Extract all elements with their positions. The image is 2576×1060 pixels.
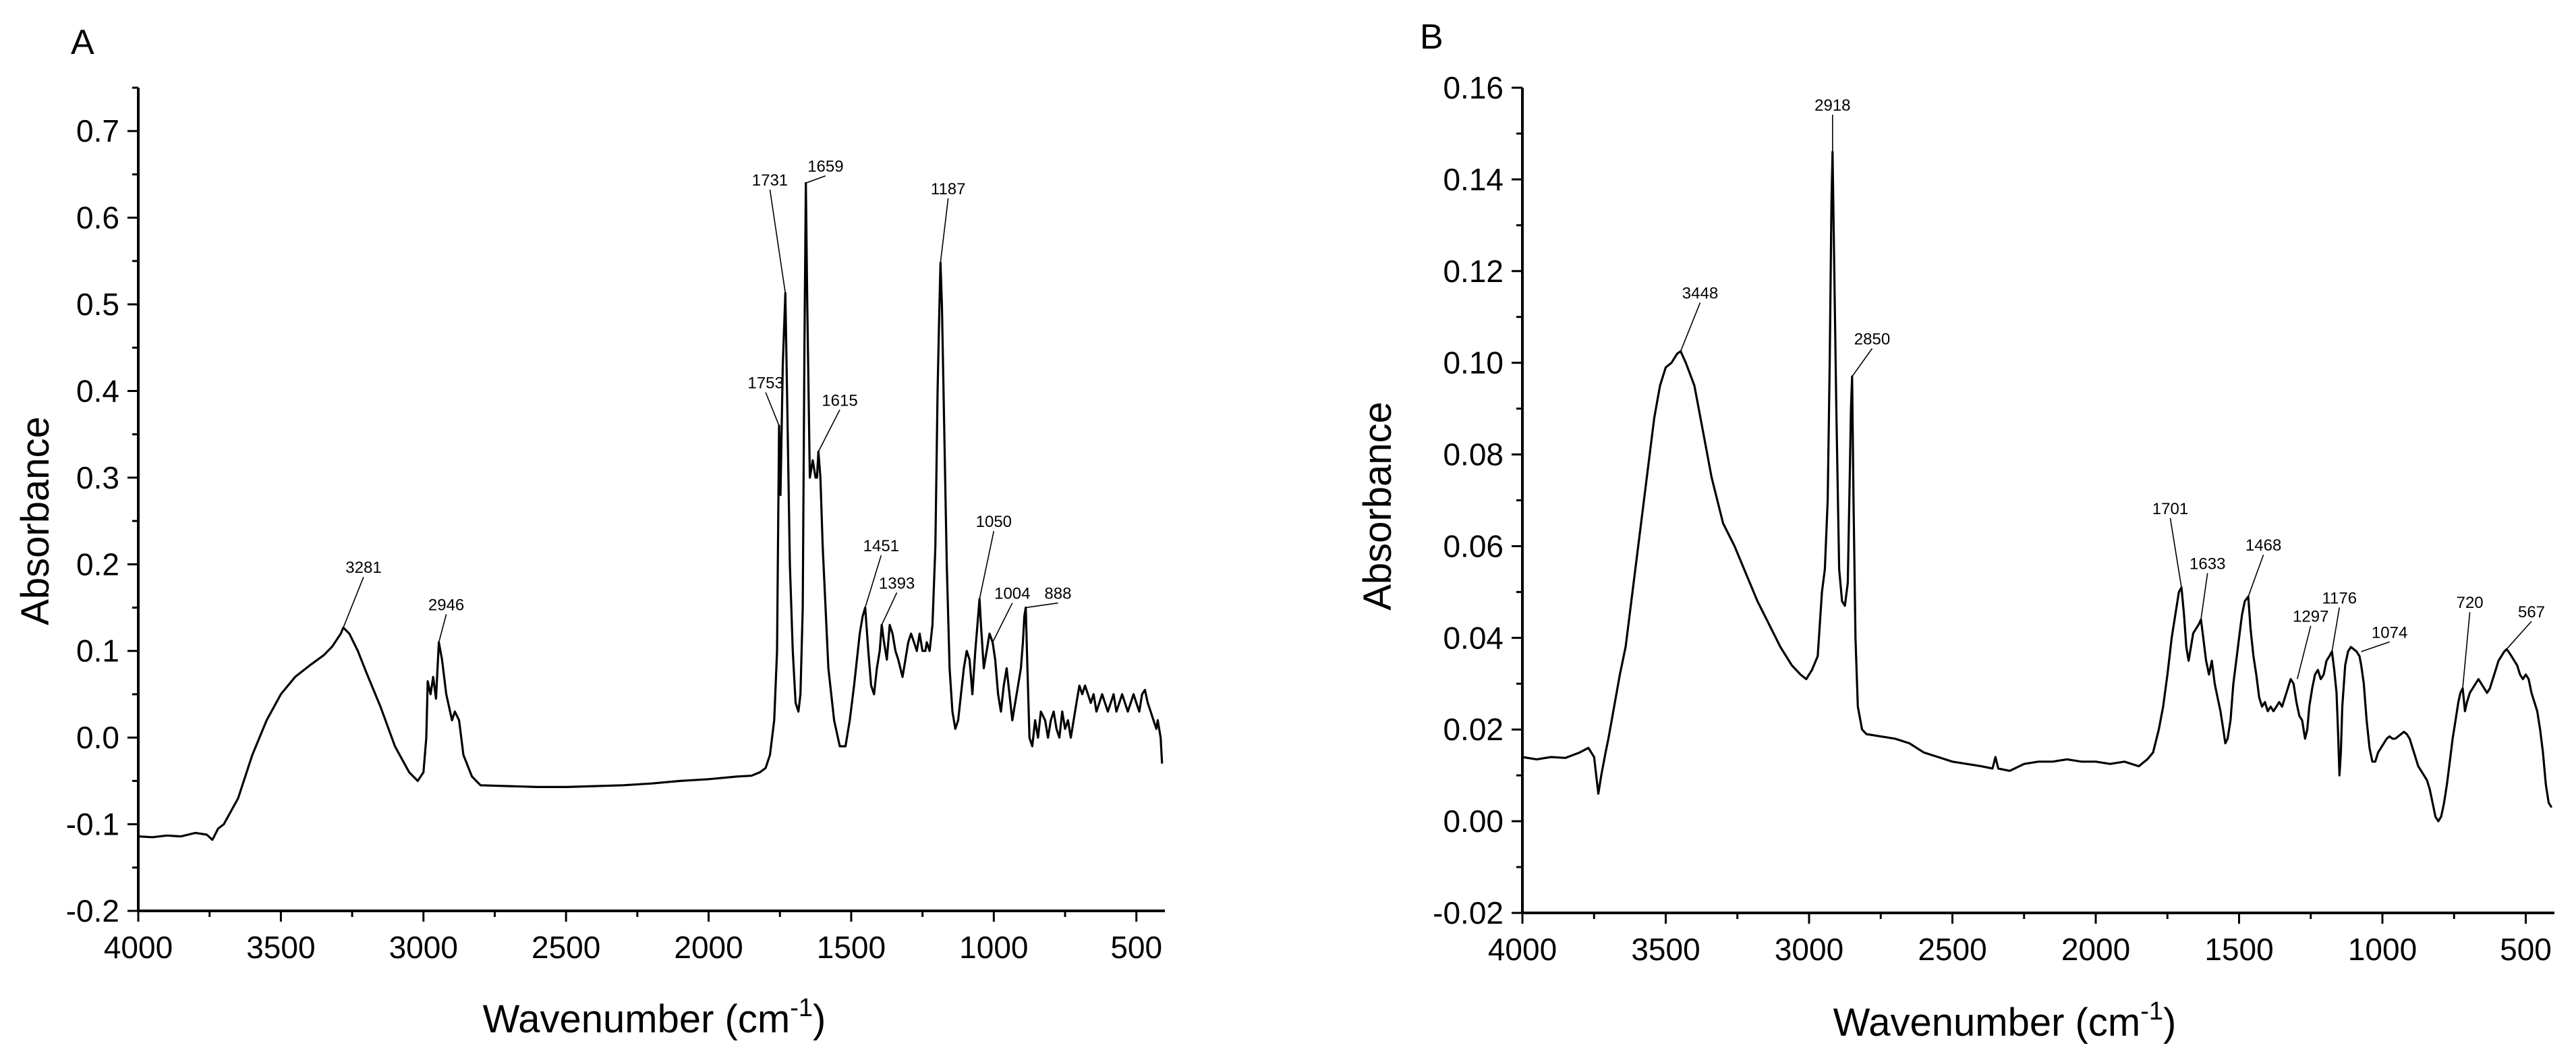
x-tick-label: 3000 bbox=[389, 930, 458, 965]
x-axis-title-main: Wavenumber (cm bbox=[1833, 1001, 2141, 1044]
peak-label: 2946 bbox=[428, 596, 464, 614]
peak-leader-line bbox=[992, 603, 1013, 643]
peak-label: 1176 bbox=[2322, 589, 2357, 607]
y-tick-label: 0.10 bbox=[1443, 345, 1504, 381]
peak-label: 1393 bbox=[879, 574, 915, 592]
peak-leader-line bbox=[2248, 554, 2264, 597]
peak-label: 1701 bbox=[2152, 500, 2188, 518]
y-tick-label: 0.0 bbox=[76, 720, 119, 755]
y-tick-label: 0.14 bbox=[1443, 162, 1504, 197]
y-tick-label: 0.16 bbox=[1443, 70, 1504, 105]
peak-leader-line bbox=[2506, 621, 2532, 650]
x-axis-title-close: ) bbox=[813, 997, 826, 1041]
spectrum-line bbox=[1522, 150, 2553, 822]
y-tick-label: 0.06 bbox=[1443, 528, 1504, 563]
x-tick-label: 1500 bbox=[2204, 932, 2273, 967]
x-axis-title-main: Wavenumber (cm bbox=[483, 997, 791, 1041]
x-tick-label: 1000 bbox=[959, 930, 1028, 965]
y-tick-label: -0.02 bbox=[1433, 895, 1504, 930]
peak-leader-line bbox=[1852, 348, 1873, 377]
panel-label: A bbox=[71, 23, 94, 62]
peak-label: 3281 bbox=[345, 559, 381, 577]
peak-leader-line bbox=[765, 392, 780, 426]
peak-leader-line bbox=[769, 189, 786, 294]
y-axis-title: Absorbance bbox=[13, 416, 57, 625]
peak-label: 1731 bbox=[752, 171, 788, 190]
x-axis-title-sup: -1 bbox=[2140, 997, 2163, 1026]
peak-label: 1753 bbox=[747, 374, 783, 393]
peak-leader-line bbox=[343, 576, 364, 628]
spectrum-line bbox=[138, 182, 1164, 841]
y-tick-label: 0.1 bbox=[76, 634, 119, 669]
peak-label: 1187 bbox=[931, 180, 966, 198]
y-tick-label: 0.4 bbox=[76, 373, 119, 408]
y-tick-label: 0.12 bbox=[1443, 254, 1504, 289]
peak-leader-line bbox=[1680, 302, 1701, 352]
y-tick-label: -0.2 bbox=[66, 893, 119, 928]
x-tick-label: 2000 bbox=[2061, 932, 2130, 967]
x-axis-title: Wavenumber (cm-1) bbox=[1833, 997, 2177, 1044]
peak-leader-line bbox=[864, 555, 882, 608]
peak-leader-line bbox=[2169, 518, 2182, 588]
x-axis-title-close: ) bbox=[2163, 1001, 2176, 1044]
peak-label: 3448 bbox=[1682, 285, 1718, 303]
panel-label: B bbox=[1420, 18, 1443, 57]
peak-leader-line bbox=[2462, 612, 2471, 689]
peak-leader-line bbox=[979, 530, 995, 599]
y-tick-label: -0.1 bbox=[66, 807, 119, 842]
x-tick-label: 1500 bbox=[817, 930, 886, 965]
peak-label: 2918 bbox=[1814, 96, 1850, 115]
peak-label: 1004 bbox=[994, 585, 1030, 603]
x-tick-label: 4000 bbox=[1488, 932, 1557, 967]
y-tick-label: 0.2 bbox=[76, 547, 119, 582]
peak-label: 1050 bbox=[976, 513, 1012, 531]
x-tick-label: 3000 bbox=[1775, 932, 1843, 967]
x-tick-label: 1000 bbox=[2348, 932, 2417, 967]
peak-label: 1451 bbox=[863, 537, 899, 555]
panel-a: A Absorbance Wavenumber (cm-1) -0.2 -0.1 0… bbox=[13, 23, 1165, 1041]
y-tick-label: 0.6 bbox=[76, 200, 119, 235]
peak-leader-line bbox=[2200, 573, 2208, 620]
peak-leader-line bbox=[881, 592, 898, 625]
x-tick-label: 500 bbox=[1110, 930, 1162, 965]
y-tick-label: 0.3 bbox=[76, 460, 119, 495]
peak-label: 1659 bbox=[807, 158, 843, 176]
peak-label: 567 bbox=[2518, 603, 2545, 621]
x-tick-label: 2500 bbox=[532, 930, 600, 965]
peak-leader-line bbox=[2296, 625, 2312, 679]
x-tick-label: 2000 bbox=[674, 930, 743, 965]
y-tick-label: 0.7 bbox=[76, 113, 119, 148]
peak-label: 888 bbox=[1044, 585, 1071, 603]
peak-leader-line bbox=[2361, 641, 2390, 652]
x-tick-label: 3500 bbox=[1631, 932, 1700, 967]
x-tick-label: 4000 bbox=[104, 930, 173, 965]
x-axis-title: Wavenumber (cm-1) bbox=[483, 994, 826, 1041]
x-tick-label: 500 bbox=[2500, 932, 2552, 967]
peak-leader-line bbox=[805, 175, 826, 184]
peak-leader-line bbox=[1025, 602, 1058, 609]
y-tick-label: 0.04 bbox=[1443, 620, 1504, 655]
peak-leader-line bbox=[818, 409, 840, 452]
y-axis-title: Absorbance bbox=[1356, 401, 1400, 611]
peak-leader-line bbox=[940, 198, 949, 263]
x-tick-label: 3500 bbox=[246, 930, 315, 965]
peak-label: 1297 bbox=[2293, 608, 2328, 626]
panel-b: B Absorbance Wavenumber (cm-1) -0.02 0.00… bbox=[1356, 18, 2554, 1044]
peak-label: 1468 bbox=[2245, 536, 2281, 555]
y-tick-label: 0.5 bbox=[76, 287, 119, 322]
peak-label: 1074 bbox=[2372, 623, 2407, 642]
peak-label: 1633 bbox=[2189, 555, 2225, 573]
y-tick-label: 0.02 bbox=[1443, 712, 1504, 747]
peak-leader-line bbox=[438, 614, 447, 643]
peak-label: 720 bbox=[2457, 594, 2484, 612]
peak-leader-line bbox=[2331, 607, 2341, 652]
y-tick-label: 0.08 bbox=[1443, 437, 1504, 472]
peak-label: 1615 bbox=[822, 391, 857, 410]
x-tick-label: 2500 bbox=[1918, 932, 1986, 967]
y-tick-label: 0.00 bbox=[1443, 804, 1504, 839]
x-axis-title-sup: -1 bbox=[790, 994, 813, 1022]
peak-label: 2850 bbox=[1854, 330, 1890, 348]
